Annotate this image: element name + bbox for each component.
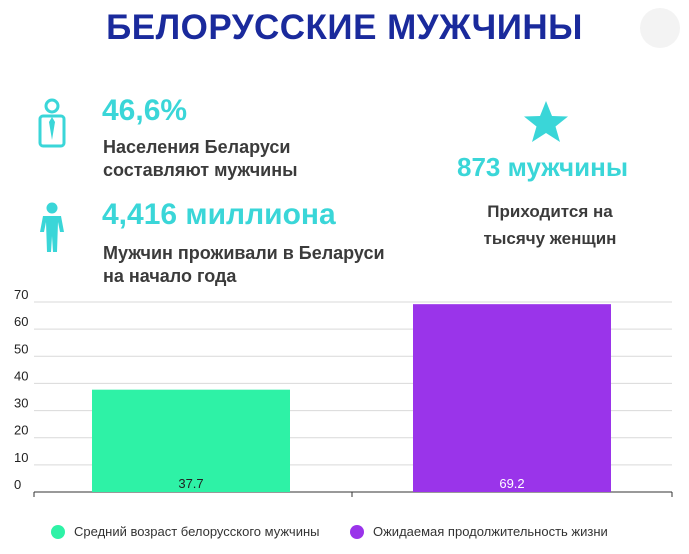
stat-count-line2: на начало года	[103, 266, 237, 286]
y-tick-label: 60	[14, 314, 28, 329]
stat-count-line1: Мужчин проживали в Беларуси	[103, 243, 385, 263]
legend-item-life: Ожидаемая продолжительность жизни	[350, 524, 608, 539]
y-tick-label: 50	[14, 341, 28, 356]
stat-ratio-value: 873 мужчины	[457, 152, 629, 182]
stat-share-line1: Населения Беларуси	[103, 137, 291, 157]
stat-count-caption: Мужчин проживали в Беларуси на начало го…	[103, 242, 385, 288]
y-tick-label: 30	[14, 396, 28, 411]
legend-label-life: Ожидаемая продолжительность жизни	[373, 524, 608, 539]
legend-item-age: Средний возраст белорусского мужчины	[51, 524, 320, 539]
bar-chart: 0 10 20 30 40 50 60 70 37.7 69.2	[14, 287, 673, 497]
corner-circle-icon	[640, 8, 680, 48]
man-figure-icon	[40, 202, 64, 252]
y-tick-label: 0	[14, 477, 21, 492]
bar-data-label: 37.7	[178, 476, 203, 491]
legend-label-age: Средний возраст белорусского мужчины	[74, 524, 320, 539]
bar-data-label: 69.2	[499, 476, 524, 491]
stat-ratio-line1: Приходится на	[487, 202, 613, 221]
stat-share-line2: составляют мужчины	[103, 160, 298, 180]
stat-share-value: 46,6%	[102, 94, 188, 127]
y-tick-label: 40	[14, 368, 28, 383]
bar-life-expectancy	[413, 304, 611, 492]
y-tick-label: 10	[14, 450, 28, 465]
star-icon	[524, 101, 568, 142]
legend-dot-life	[350, 524, 364, 539]
stat-share-caption: Населения Беларуси составляют мужчины	[103, 136, 298, 182]
stat-count-value: 4,416 миллиона	[102, 198, 336, 231]
y-tick-label: 70	[14, 287, 28, 302]
stat-ratio-line2: тысячу женщин	[483, 229, 617, 248]
y-tick-label: 20	[14, 423, 28, 438]
stat-ratio-caption: Приходится на тысячу женщин	[440, 198, 660, 252]
legend-dot-age	[51, 524, 65, 539]
bar-average-age	[92, 389, 290, 492]
page-title: БЕЛОРУССКИЕ МУЖЧИНЫ	[106, 8, 583, 47]
man-with-tie-icon	[38, 98, 66, 148]
chart-legend: Средний возраст белорусского мужчины Ожи…	[0, 524, 689, 544]
